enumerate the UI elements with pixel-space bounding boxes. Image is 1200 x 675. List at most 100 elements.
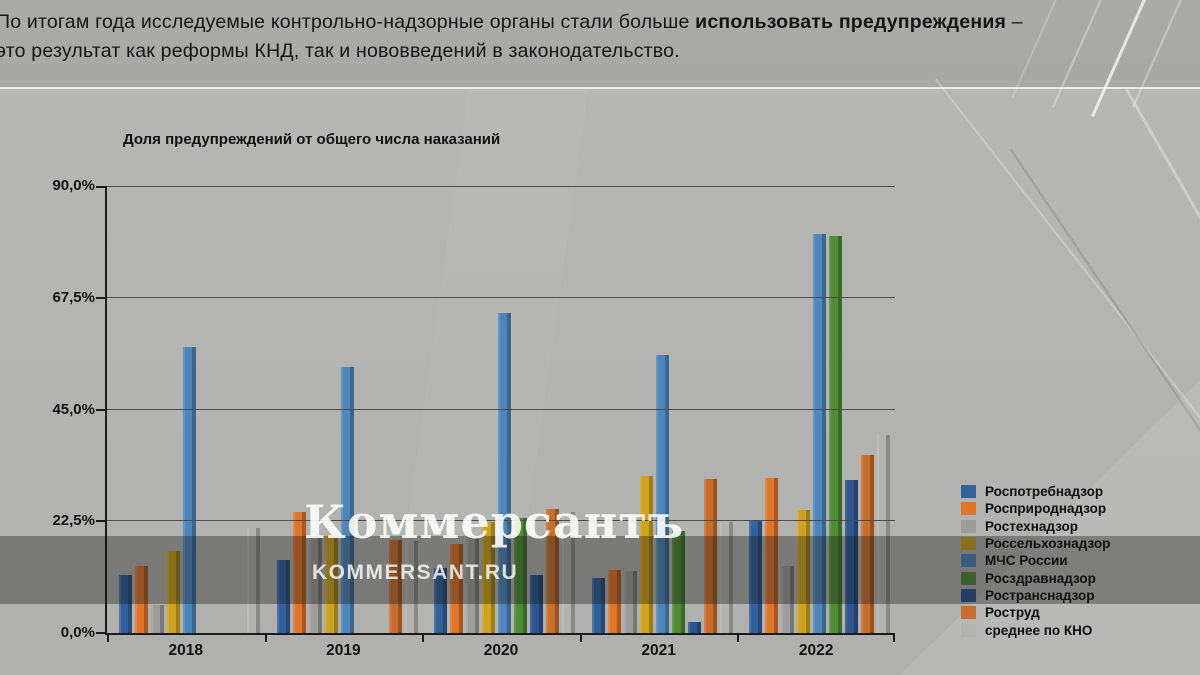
bar-Роспотребнадзор-2021 <box>591 577 605 633</box>
legend-item-Росздравнадзор: Росздравнадзор <box>961 569 1110 586</box>
x-axis-label-2021: 2021 <box>641 642 676 659</box>
x-axis-tick <box>893 633 895 642</box>
bar-среднее по КНО-2021 <box>719 522 733 633</box>
y-axis-label-22,5%: 22,5% <box>52 512 95 530</box>
legend: Роспотребнадзор Росприроднадзор Ростехнадз… <box>961 483 1110 639</box>
x-axis-tick <box>107 633 109 642</box>
bar-среднее по КНО-2020 <box>562 511 576 633</box>
legend-swatch <box>961 623 976 637</box>
legend-label: Росприроднадзор <box>985 501 1107 517</box>
legend-swatch <box>961 588 976 602</box>
bar-среднее по КНО-2018 <box>247 527 260 633</box>
bar-Роспотребнадзор-2019 <box>276 559 290 633</box>
legend-swatch <box>961 537 976 551</box>
bar-Ространснадзор-2020 <box>530 574 544 633</box>
bar-Роспотребнадзор-2020 <box>434 567 448 633</box>
bar-Россельхознадзор-2022 <box>797 510 811 633</box>
header-separator <box>0 87 1200 89</box>
legend-label: Роспотребнадзор <box>985 484 1104 500</box>
legend-swatch <box>961 571 976 585</box>
bar-МЧС России-2018 <box>183 346 196 633</box>
bar-Ростехнадзор-2019 <box>308 536 322 633</box>
legend-item-Россельхознадзор: Россельхознадзор <box>961 535 1110 552</box>
bar-МЧС России-2022 <box>813 234 827 633</box>
y-axis-tick <box>96 408 107 411</box>
legend-label: МЧС России <box>985 553 1068 569</box>
bar-Россельхознадзор-2019 <box>324 534 338 633</box>
x-axis-tick <box>264 633 267 642</box>
legend-label: Россельхознадзор <box>985 536 1111 552</box>
legend-item-Роспотребнадзор: Роспотребнадзор <box>961 483 1110 500</box>
bar-Роструд-2020 <box>546 508 560 633</box>
bar-Росздравнадзор-2020 <box>514 518 528 633</box>
headline: По итогам года исследуемые контрольно-на… <box>0 8 1156 66</box>
bar-Росприроднадзор-2021 <box>607 569 621 633</box>
x-axis-tick <box>579 633 582 642</box>
x-axis-label-2018: 2018 <box>168 642 204 659</box>
legend-item-Ростехнадзор: Ростехнадзор <box>961 518 1110 535</box>
legend-swatch <box>961 606 976 620</box>
bar-Ростехнадзор-2020 <box>466 536 480 633</box>
bar-Росприроднадзор-2022 <box>765 477 779 633</box>
gridline-45,0% <box>107 408 895 410</box>
bar-Роструд-2022 <box>861 455 875 633</box>
legend-label: Росздравнадзор <box>985 570 1096 586</box>
bar-Россельхознадзор-2020 <box>482 522 496 633</box>
bar-Ространснадзор-2021 <box>687 622 701 633</box>
y-axis-label-0,0%: 0,0% <box>60 624 95 641</box>
bar-Росприроднадзор-2018 <box>135 566 148 633</box>
legend-label: Ространснадзор <box>985 587 1095 603</box>
bar-среднее по КНО-2019 <box>404 541 418 633</box>
legend-item-МЧС России: МЧС России <box>961 552 1110 569</box>
bar-groups: 2018 2019 2020 2021 2022 <box>107 186 895 659</box>
y-axis-label-90,0%: 90,0% <box>52 177 95 194</box>
plot-area: 2018 2019 2020 2021 2022 <box>96 186 895 659</box>
legend-swatch <box>961 502 976 516</box>
x-axis-tick <box>737 633 740 642</box>
bar-Ростехнадзор-2022 <box>781 565 795 633</box>
legend-label: Роструд <box>985 605 1040 621</box>
bar-Россельхознадзор-2021 <box>639 476 653 633</box>
legend-swatch <box>961 554 976 568</box>
bar-среднее по КНО-2022 <box>877 434 891 633</box>
year-group-2019: 2019 <box>265 186 423 659</box>
y-axis-tick <box>96 186 107 188</box>
bar-Роспотребнадзор-2018 <box>119 574 132 633</box>
y-axis-label-67,5%: 67,5% <box>52 288 95 306</box>
legend-swatch <box>961 519 976 533</box>
gridline-22,5% <box>107 520 895 522</box>
x-axis-label-2020: 2020 <box>483 642 519 659</box>
chart-title: Доля предупреждений от общего числа нака… <box>123 131 501 148</box>
gridline-90,0% <box>107 186 895 187</box>
bar-Ростехнадзор-2018 <box>151 604 164 633</box>
legend-item-Росприроднадзор: Росприроднадзор <box>961 500 1110 517</box>
bar-Ростехнадзор-2021 <box>623 571 637 633</box>
legend-swatch <box>961 485 976 499</box>
x-axis-label-2019: 2019 <box>326 642 361 659</box>
y-axis-tick <box>96 520 107 523</box>
headline-dash: – <box>1006 11 1023 33</box>
y-axis-label-45,0%: 45,0% <box>52 400 95 418</box>
bar-Роспотребнадзор-2022 <box>749 521 763 633</box>
x-axis-tick <box>422 633 425 642</box>
legend-item-среднее по КНО: среднее по КНО <box>961 621 1110 638</box>
legend-label: Ростехнадзор <box>985 518 1078 534</box>
bar-МЧС России-2019 <box>340 366 354 633</box>
y-axis-tick <box>96 632 107 634</box>
x-axis-label-2022: 2022 <box>798 642 834 659</box>
bar-Росприроднадзор-2020 <box>450 544 464 633</box>
headline-bold: использовать предупреждения <box>695 11 1007 33</box>
headline-normal: По итогам года исследуемые контрольно-на… <box>0 11 696 33</box>
legend-item-Ространснадзор: Ространснадзор <box>961 587 1110 604</box>
year-group-2020: 2020 <box>422 186 580 659</box>
legend-item-Роструд: Роструд <box>961 604 1110 621</box>
bar-Роструд-2021 <box>703 479 717 633</box>
bar-Росприроднадзор-2019 <box>292 511 306 633</box>
gridline-67,5% <box>107 296 895 298</box>
kommersant-site-watermark: KOMMERSANT.RU <box>312 561 519 584</box>
bar-Ространснадзор-2022 <box>845 479 859 633</box>
year-group-2018: 2018 <box>107 186 265 659</box>
watermark-band <box>0 536 1200 604</box>
bar-Россельхознадзор-2018 <box>167 551 180 633</box>
